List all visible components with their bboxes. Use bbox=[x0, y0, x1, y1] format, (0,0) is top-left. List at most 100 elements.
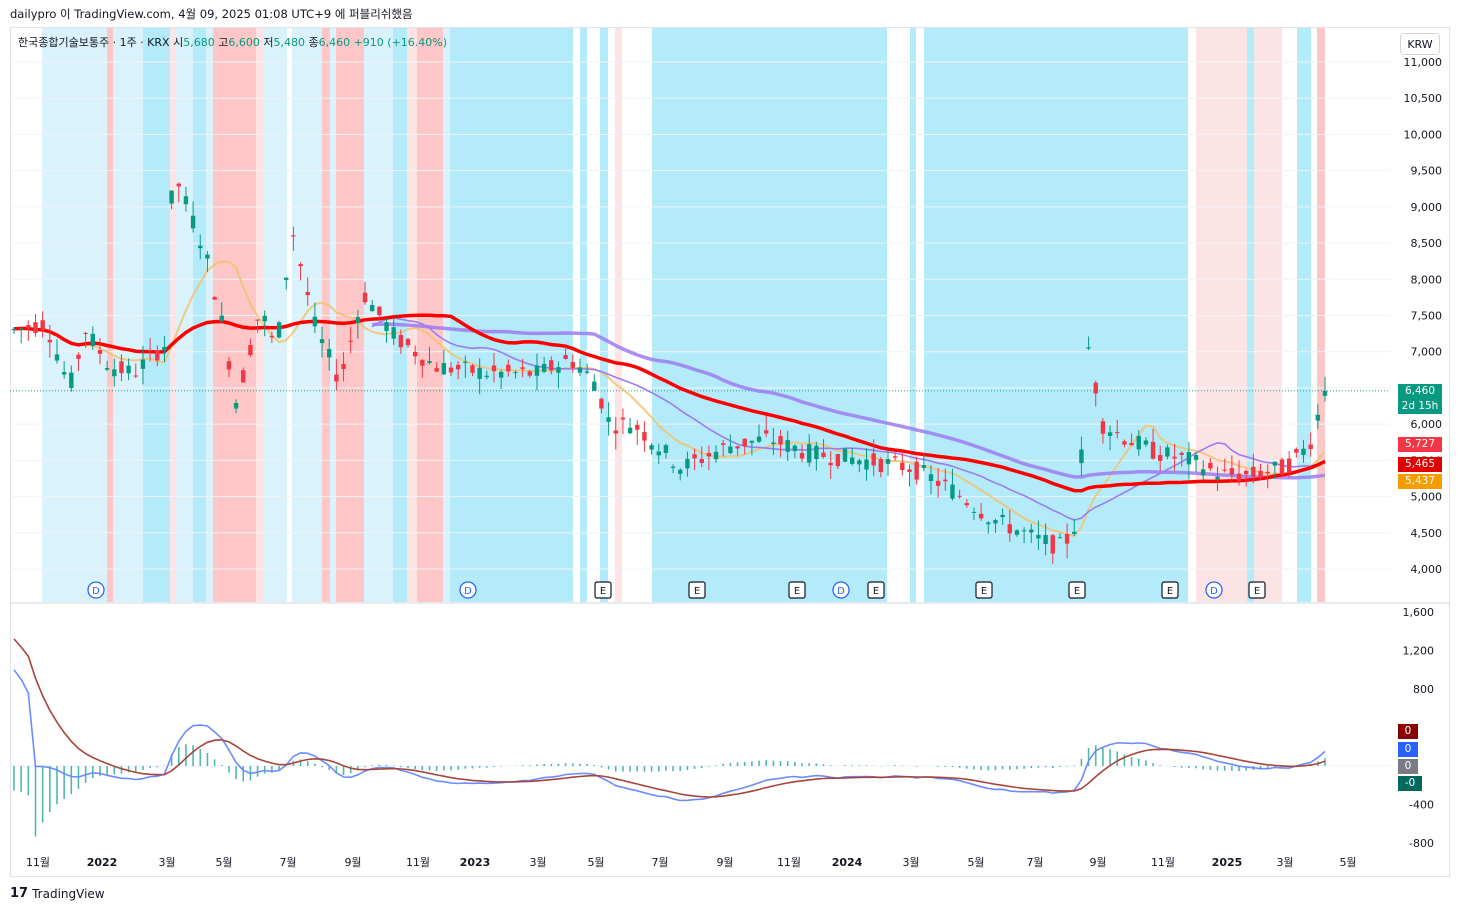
candle-body bbox=[1179, 452, 1184, 455]
candle-body bbox=[649, 445, 654, 450]
candle-body bbox=[563, 355, 568, 359]
earnings-marker-label: E bbox=[1167, 586, 1173, 597]
candle-body bbox=[1064, 534, 1070, 544]
symbol-name: 한국종합기술보통주 · 1주 · KRX bbox=[18, 36, 170, 49]
candle-body bbox=[814, 445, 819, 460]
candle-body bbox=[1021, 530, 1027, 532]
candle-body bbox=[18, 328, 24, 330]
time-axis-label: 7월 bbox=[651, 856, 668, 869]
candle-body bbox=[606, 417, 611, 422]
candle-body bbox=[348, 340, 353, 342]
event-marker-D: D bbox=[1205, 581, 1223, 599]
open-value: 5,680 bbox=[183, 36, 215, 49]
candle-body bbox=[54, 354, 60, 361]
candle-body bbox=[33, 322, 38, 334]
candle-body bbox=[892, 456, 898, 458]
candle-body bbox=[162, 346, 167, 351]
currency-button[interactable]: KRW bbox=[1400, 33, 1440, 55]
candle-body bbox=[1043, 534, 1048, 544]
candle-body bbox=[785, 439, 790, 452]
time-axis-label: 5월 bbox=[967, 856, 984, 869]
candle-body bbox=[441, 363, 447, 375]
countdown-tag: 2d 15h bbox=[1398, 399, 1442, 414]
candle-body bbox=[506, 364, 511, 372]
candle-body bbox=[849, 457, 855, 464]
price-axis-label: 5,000 bbox=[1411, 491, 1443, 504]
candle-body bbox=[11, 328, 17, 331]
event-marker-E: E bbox=[688, 581, 706, 599]
candle-body bbox=[1222, 469, 1227, 471]
candle-body bbox=[1272, 461, 1278, 466]
time-axis-label: 2024 bbox=[832, 856, 863, 869]
candle-body bbox=[699, 458, 704, 464]
candle-body bbox=[627, 427, 633, 434]
time-axis-label: 9월 bbox=[716, 856, 733, 869]
macd-axis-label: 1,200 bbox=[1403, 645, 1435, 658]
earnings-marker-icon bbox=[788, 581, 806, 599]
ma-orange-line bbox=[13, 260, 1326, 538]
candle-body bbox=[298, 264, 303, 267]
candle-body bbox=[778, 435, 783, 445]
event-marker-E: E bbox=[1068, 581, 1086, 599]
candle-body bbox=[1050, 535, 1055, 554]
candle-body bbox=[312, 316, 318, 327]
candle-body bbox=[384, 322, 389, 332]
candle-body bbox=[1115, 432, 1120, 434]
candle-body bbox=[119, 361, 124, 374]
candle-body bbox=[498, 371, 504, 378]
price-axis-label: 9,500 bbox=[1411, 165, 1443, 178]
candle-body bbox=[47, 339, 53, 343]
candle-body bbox=[448, 367, 454, 373]
moving-average-lines bbox=[13, 260, 1326, 538]
macd-axis-label: -800 bbox=[1409, 837, 1434, 850]
symbol-legend[interactable]: 한국종합기술보통주 · 1주 · KRX 시5,680 고6,600 저5,48… bbox=[18, 34, 447, 50]
candle-body bbox=[1258, 470, 1263, 478]
macd-tag-2: 0 bbox=[1398, 742, 1418, 757]
candle-body bbox=[255, 319, 260, 321]
low-value: 5,480 bbox=[273, 36, 305, 49]
candle-body bbox=[169, 190, 174, 204]
candle-body bbox=[190, 215, 196, 229]
dividend-marker-label: D bbox=[464, 586, 472, 597]
candle-body bbox=[341, 364, 346, 369]
close-label: 종 bbox=[308, 36, 319, 49]
candle-body bbox=[233, 402, 239, 409]
candle-body bbox=[455, 364, 461, 370]
candle-body bbox=[484, 375, 490, 378]
high-label: 고 bbox=[218, 36, 229, 49]
time-axis-label: 11월 bbox=[26, 856, 50, 869]
candle-body bbox=[842, 448, 848, 462]
candle-body bbox=[1086, 347, 1091, 349]
candle-body bbox=[463, 361, 468, 363]
candle-body bbox=[864, 459, 869, 470]
chart-frame[interactable] bbox=[10, 27, 1450, 877]
macd-axis-label: -400 bbox=[1409, 799, 1434, 812]
earnings-marker-icon bbox=[1068, 581, 1086, 599]
candle-body bbox=[269, 335, 275, 338]
tradingview-logo-icon: 17 bbox=[10, 886, 29, 901]
candle-body bbox=[513, 372, 518, 374]
candle-body bbox=[477, 367, 482, 379]
candle-body bbox=[1036, 535, 1041, 539]
candle-body bbox=[1301, 448, 1306, 455]
candle-body bbox=[155, 350, 160, 361]
time-axis-label: 11월 bbox=[406, 856, 430, 869]
earnings-marker-icon bbox=[594, 581, 612, 599]
candle-body bbox=[713, 451, 719, 460]
candle-body bbox=[570, 362, 575, 368]
low-label: 저 bbox=[263, 36, 274, 49]
price-axis-label: 4,500 bbox=[1411, 527, 1443, 540]
candle-body bbox=[935, 480, 941, 486]
candle-body bbox=[1007, 524, 1012, 534]
candle-body bbox=[276, 322, 282, 338]
earnings-marker-label: E bbox=[981, 586, 987, 597]
candle-body bbox=[1165, 447, 1170, 457]
candle-body bbox=[1251, 466, 1256, 477]
event-marker-E: E bbox=[594, 581, 612, 599]
earnings-marker-icon bbox=[1161, 581, 1179, 599]
footer-logo[interactable]: 17 TradingView bbox=[10, 886, 105, 901]
candle-body bbox=[620, 417, 626, 420]
signal-line bbox=[13, 638, 1326, 798]
candle-body bbox=[420, 360, 425, 366]
